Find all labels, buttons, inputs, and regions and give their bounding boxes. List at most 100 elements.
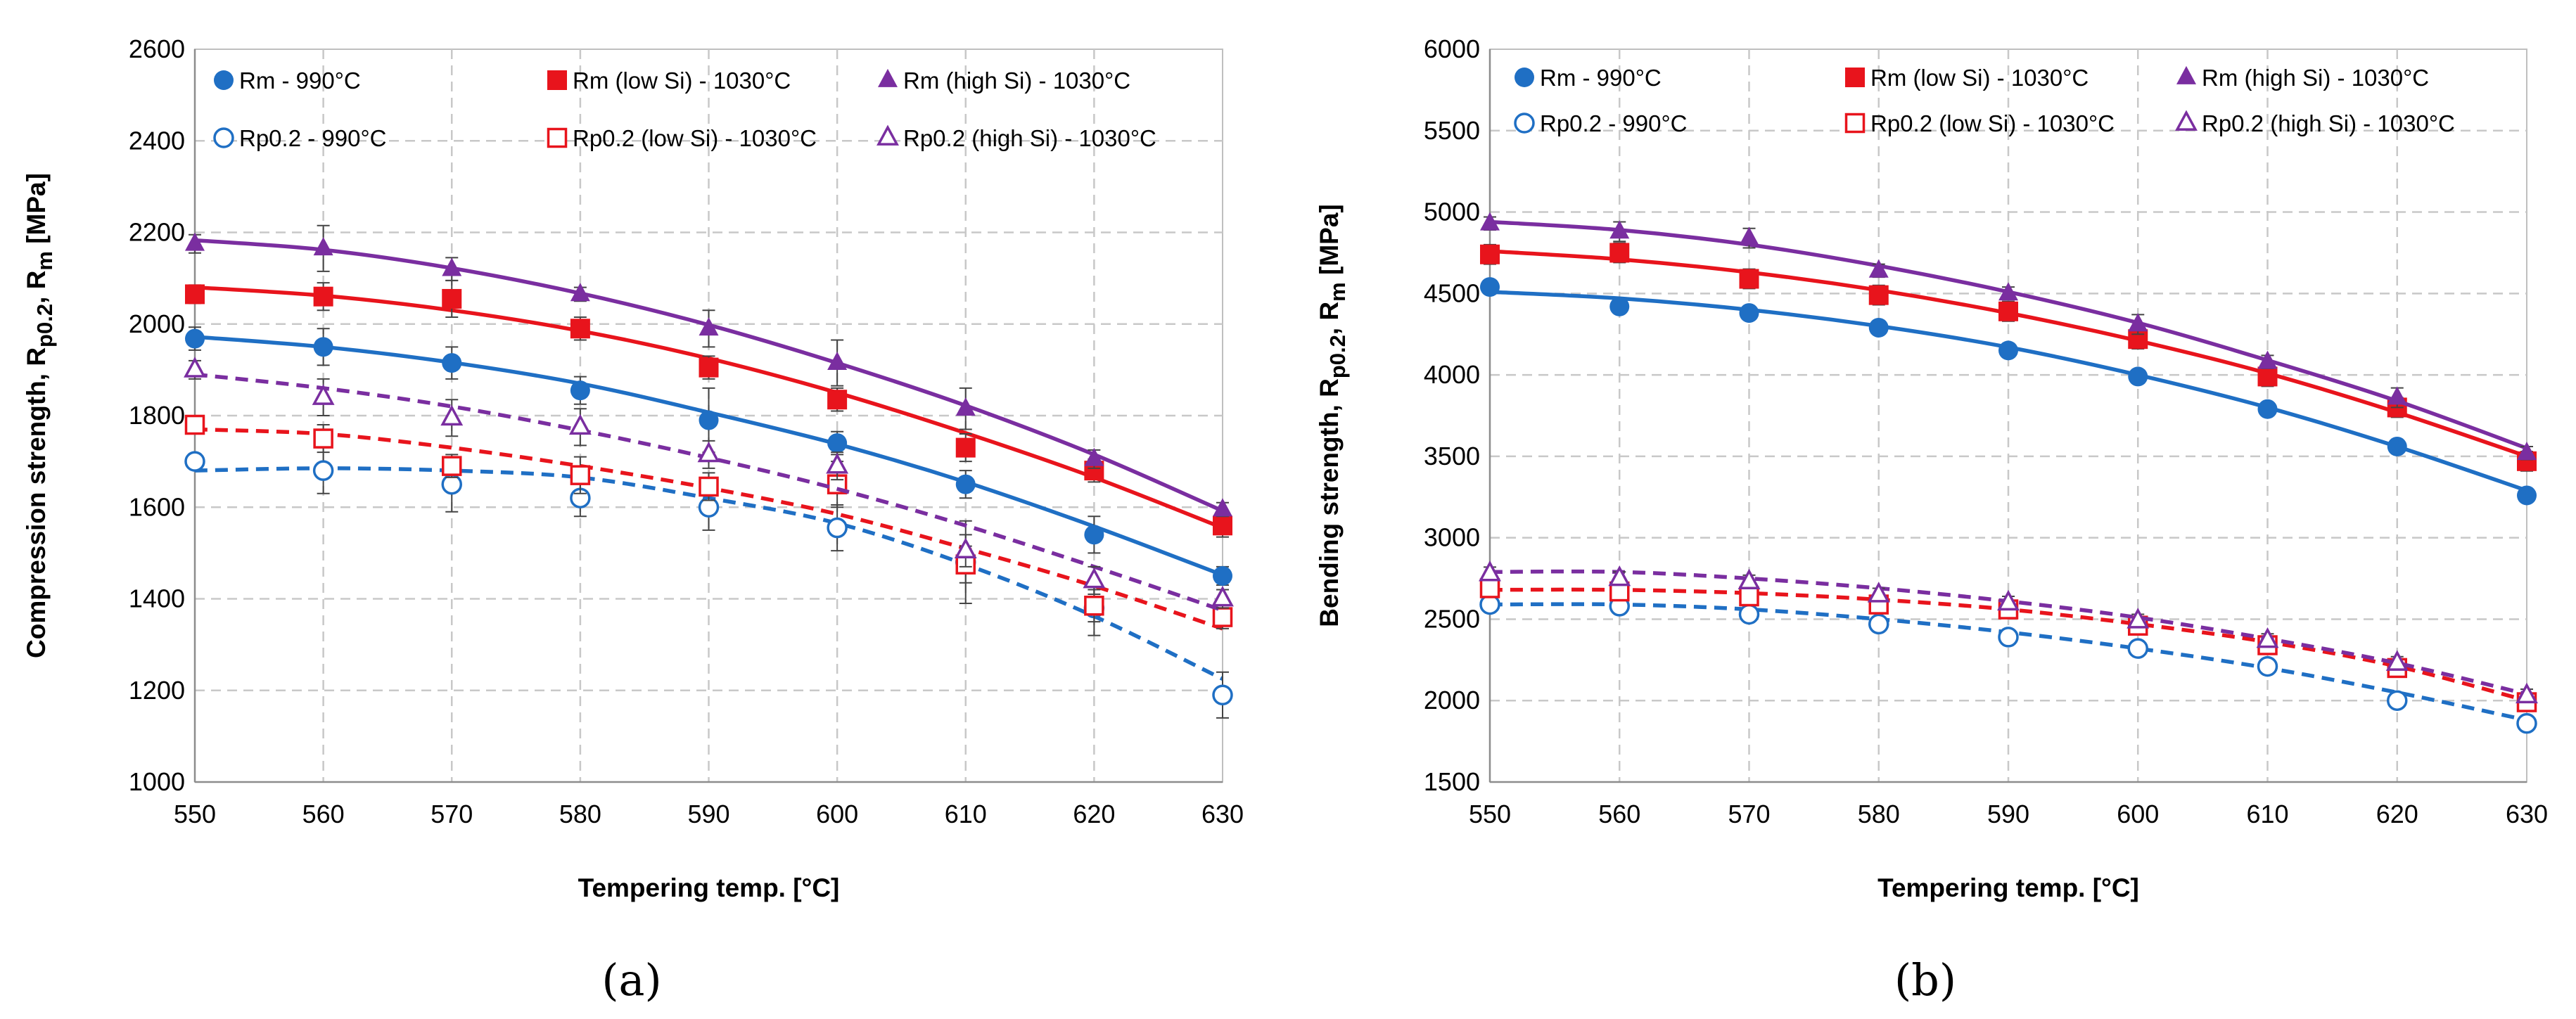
data-point [1212,607,1233,627]
x-tick-label: 550 [1469,800,1511,828]
data-point [2257,655,2278,677]
y-tick-label: 1200 [129,676,185,705]
y-tick-label: 3500 [1424,442,1480,470]
data-point [2257,366,2278,387]
data-point [442,288,462,309]
data-point [1998,282,2018,301]
data-point [2127,638,2148,659]
data-point [955,397,976,416]
data-point [955,437,976,458]
data-point [1739,269,1759,289]
data-point [1609,296,1630,316]
legend-marker [547,127,568,148]
data-point [2517,485,2537,506]
data-point [699,410,719,430]
y-tick-label: 1000 [129,767,185,796]
data-point [442,353,462,373]
legend-marker [876,124,899,146]
panel-label: (a) [601,954,661,1006]
data-point [440,404,464,426]
data-point [1083,567,1106,589]
data-point [1609,243,1630,263]
data-point [1739,303,1759,323]
data-point [1867,582,1890,603]
x-tick-label: 560 [302,800,345,828]
x-tick-label: 610 [2246,800,2288,828]
data-point [1868,613,1889,635]
data-point [185,328,205,349]
data-point [1084,525,1104,545]
y-axis-label: Bending strength, Rp0.2, Rm [MPa] [1315,204,1350,627]
legend-label: Rp0.2 (high Si) - 1030°C [2202,110,2455,136]
data-point [184,451,205,472]
legend-marker [878,68,898,87]
data-point [1480,244,1500,264]
data-point [826,453,849,474]
data-point [827,433,848,454]
data-point [1998,340,2018,361]
x-axis-label: Tempering temp. [°C] [1877,873,2139,902]
series-rp0-2-high-si-1030-c [1479,560,2538,704]
legend-marker [1515,68,1534,87]
x-tick-label: 600 [816,800,858,828]
x-axis-label: Tempering temp. [°C] [578,873,840,902]
chart-a: 1000 1200 1400 1600 1800 2000 2200 2400 2600 550 5… [22,34,1244,1006]
x-tick-label: 620 [1073,800,1115,828]
legend-label: Rm - 990°C [1540,65,1662,91]
data-point [2257,350,2278,369]
data-point [184,414,205,435]
data-point [185,232,205,251]
series-rm-990-c [185,326,1232,586]
data-point [954,537,977,558]
y-tick-label: 2000 [1424,686,1480,714]
data-point [699,476,719,497]
data-point [1212,684,1233,706]
legend-label: Rp0.2 - 990°C [239,125,386,151]
x-tick-label: 580 [1858,800,1900,828]
x-tick-label: 620 [2376,800,2418,828]
data-point [2517,442,2537,461]
y-tick-label: 2400 [129,126,185,155]
y-tick-label: 6000 [1424,34,1480,63]
legend-label: Rm - 990°C [239,68,361,94]
data-point [1211,585,1234,607]
data-point [1480,212,1500,231]
data-point [2516,712,2537,734]
data-point [312,384,335,405]
legend-marker [1514,113,1535,134]
y-tick-label: 2600 [129,34,185,63]
x-tick-label: 560 [1598,800,1640,828]
legend-marker [2176,65,2196,84]
legend-label: Rm (low Si) - 1030°C [573,68,791,94]
data-point [1738,603,1760,625]
y-tick-label: 5500 [1424,116,1480,145]
data-point [570,319,590,339]
y-tick-label: 2000 [129,309,185,338]
data-point [955,474,976,494]
legend-marker [1844,113,1866,134]
y-tick-label: 3000 [1424,523,1480,552]
y-tick-label: 2200 [129,218,185,247]
legend-marker [547,70,567,90]
legend-label: Rm (high Si) - 1030°C [2202,65,2429,91]
y-tick-label: 1400 [129,584,185,613]
data-point [1608,565,1631,587]
chart-b: 1500 2000 2500 3000 3500 4000 4500 5000 5500 6000… [1315,34,2548,1006]
data-point [1737,568,1761,590]
series-rp0-2-high-si-1030-c [184,357,1234,613]
x-tick-label: 550 [174,800,216,828]
data-point [827,517,848,539]
data-point [570,380,590,401]
data-point [699,357,719,378]
legend-marker [1845,68,1865,87]
y-tick-label: 1600 [129,492,185,521]
series-rm-high-si-1030-c [185,224,1232,518]
legend-label: Rp0.2 (low Si) - 1030°C [1870,110,2115,136]
data-point [184,357,206,378]
data-point [2257,399,2278,419]
legend-marker [2175,110,2198,131]
legend-label: Rp0.2 - 990°C [1540,110,1687,136]
data-point [1739,226,1759,245]
y-tick-label: 4000 [1424,360,1480,389]
data-point [1480,277,1500,297]
